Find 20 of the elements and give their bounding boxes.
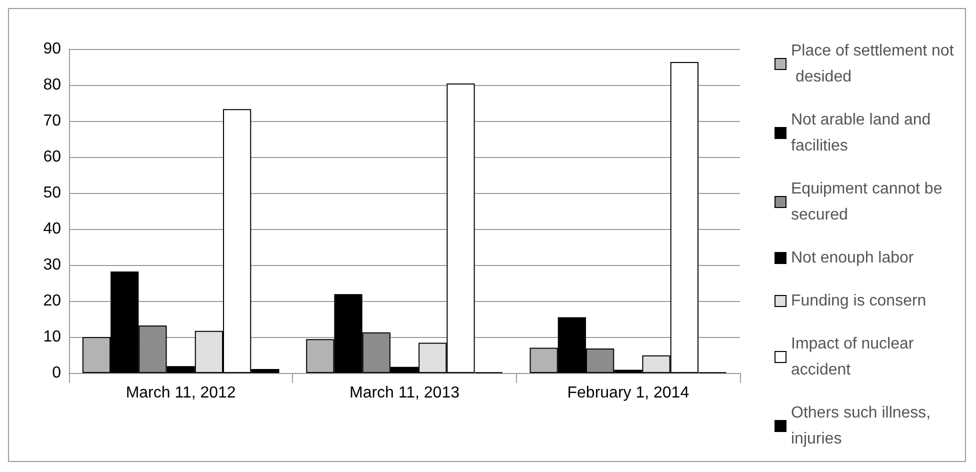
legend-label: Equipment cannot be secured: [791, 180, 947, 224]
legend-label: Impact of nuclear accident: [791, 336, 918, 378]
y-tick-label: 70: [43, 112, 62, 130]
x-tick-label: February 1, 2014: [567, 384, 690, 402]
legend-label: Not arable land and facilities: [791, 112, 936, 154]
legend-label: Funding is consern: [791, 292, 926, 310]
y-tick-label: 80: [43, 76, 62, 94]
legend-label: Not enouph labor: [791, 250, 914, 266]
legend-label: Place of settlement not desided: [791, 42, 954, 86]
y-tick-label: 30: [43, 256, 62, 274]
y-tick-label: 50: [43, 184, 62, 202]
y-tick-label: 10: [43, 328, 62, 346]
y-tick-label: 20: [43, 292, 62, 310]
y-tick-label: 90: [43, 40, 62, 58]
y-tick-label: 60: [43, 148, 62, 166]
y-tick-label: 40: [43, 220, 62, 238]
x-tick-label: March 11, 2012: [126, 384, 236, 402]
legend-label: Others such illness, injuries: [791, 404, 936, 448]
y-tick-label: 0: [52, 364, 62, 382]
x-tick-label: March 11, 2013: [350, 384, 460, 402]
